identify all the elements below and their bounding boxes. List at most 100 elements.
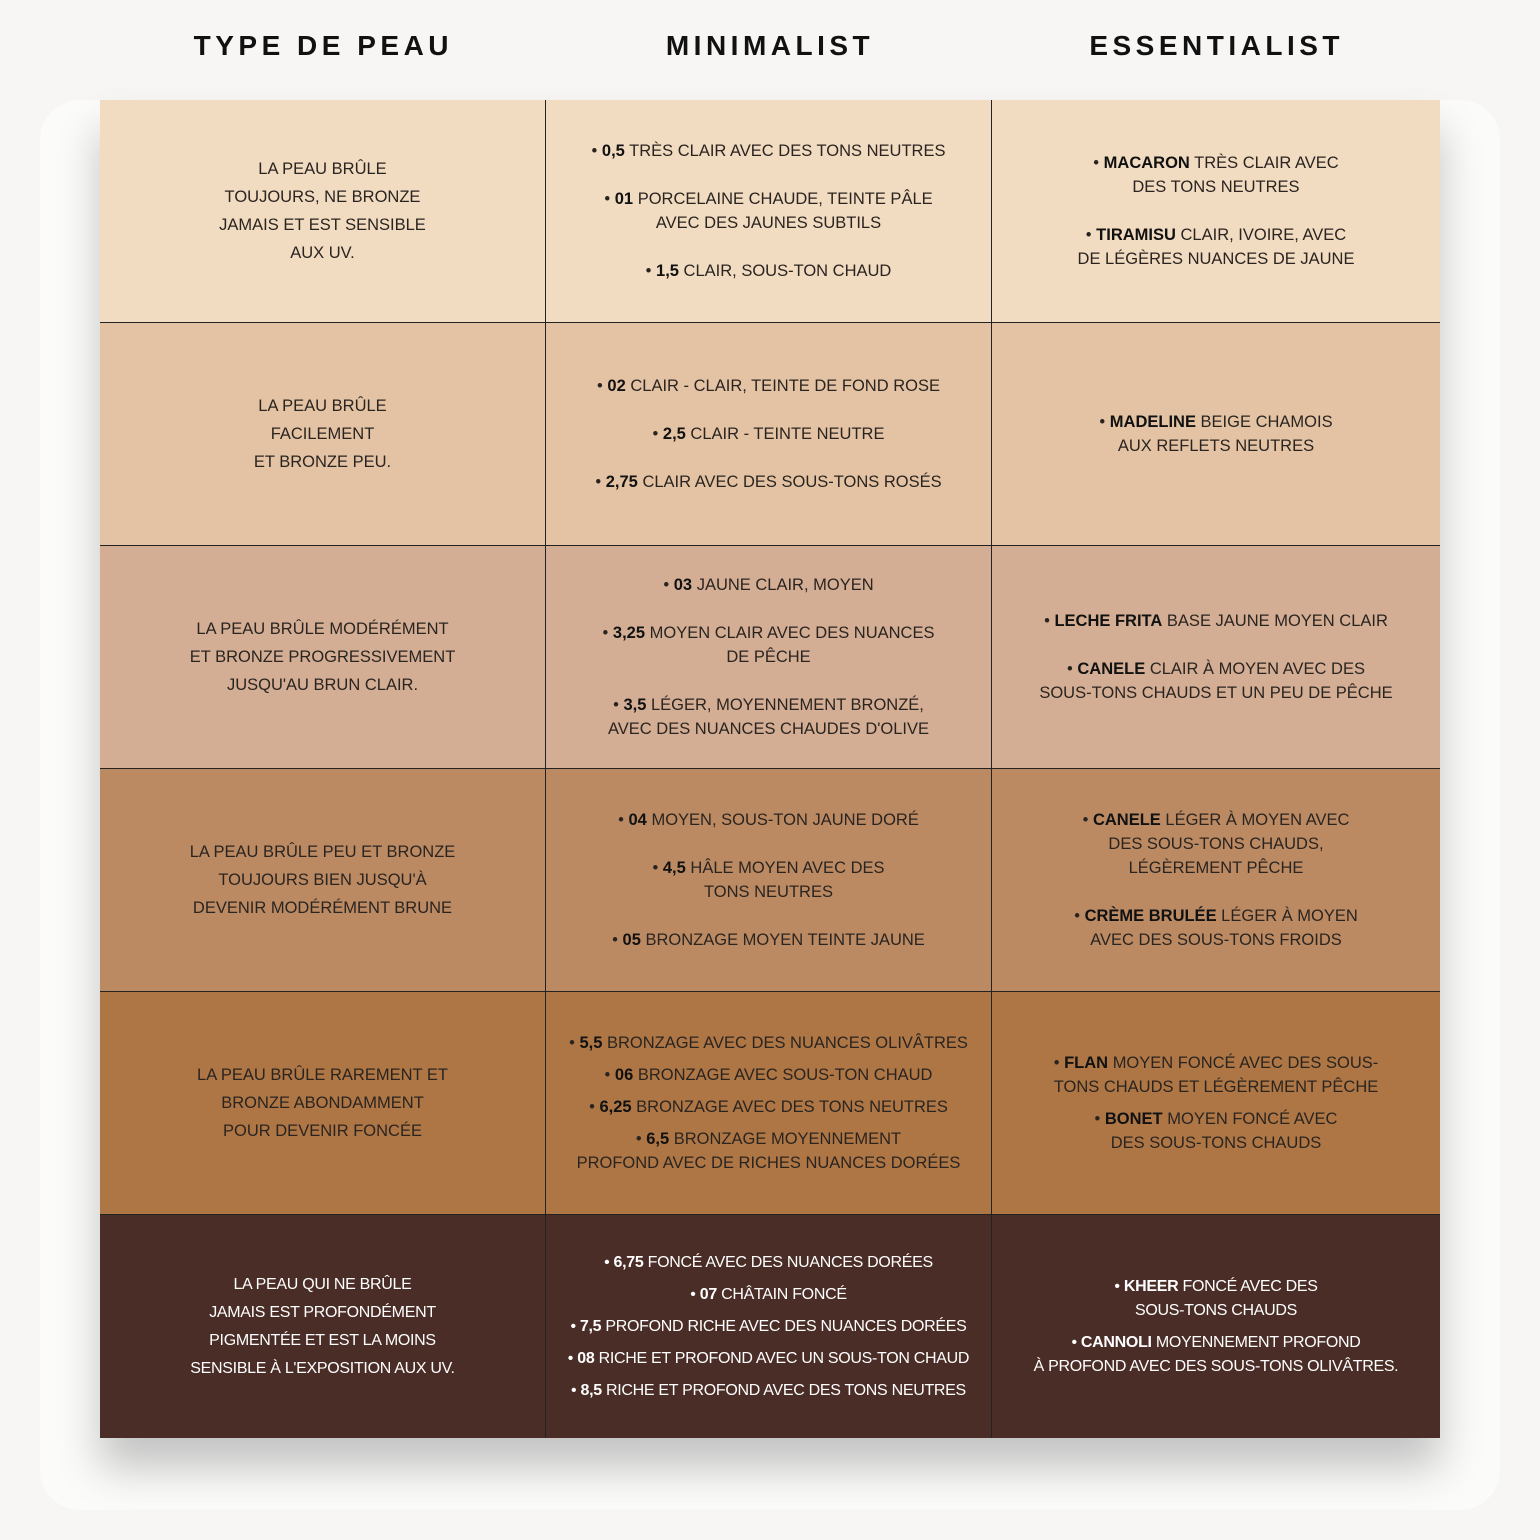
minimalist-shade-item: • 7,5 PROFOND RICHE AVEC DES NUANCES DOR… xyxy=(570,1315,966,1339)
shade-description: BRONZAGE MOYENNEMENT PROFOND AVEC DE RIC… xyxy=(576,1130,961,1172)
bullet: • xyxy=(612,931,623,949)
minimalist-shade-item: • 03 JAUNE CLAIR, MOYEN xyxy=(663,573,873,597)
essentialist-shade-item: • CANELE CLAIR À MOYEN AVEC DES SOUS-TON… xyxy=(1039,657,1392,705)
table-row: LA PEAU BRÛLE PEU ET BRONZE TOUJOURS BIE… xyxy=(100,769,1440,992)
bullet: • xyxy=(595,473,606,491)
minimalist-shade-item: • 1,5 CLAIR, SOUS-TON CHAUD xyxy=(646,259,892,283)
shade-description: CLAIR - TEINTE NEUTRE xyxy=(690,425,885,443)
bullet: • xyxy=(1053,1054,1065,1072)
minimalist-shade-item: • 2,5 CLAIR - TEINTE NEUTRE xyxy=(653,422,885,446)
bullet: • xyxy=(645,262,657,280)
shade-code: FLAN xyxy=(1064,1054,1109,1072)
bullet: • xyxy=(591,142,602,160)
shade-code: 3,25 xyxy=(612,624,646,642)
header-essentialist: ESSENTIALIST xyxy=(1089,30,1345,61)
shade-code: CANNOLI xyxy=(1080,1333,1152,1351)
minimalist-shade-item: • 05 BRONZAGE MOYEN TEINTE JAUNE xyxy=(612,928,925,952)
minimalist-cell: • 5,5 BRONZAGE AVEC DES NUANCES OLIVÂTRE… xyxy=(545,992,992,1214)
bullet: • xyxy=(652,859,663,877)
bullet: • xyxy=(1094,1110,1105,1128)
minimalist-shade-item: • 3,25 MOYEN CLAIR AVEC DES NUANCES DE P… xyxy=(603,621,935,669)
bullet: • xyxy=(618,811,629,829)
shade-code: 01 xyxy=(614,190,634,208)
shade-description: CLAIR À MOYEN AVEC DES SOUS-TONS CHAUDS … xyxy=(1039,660,1393,702)
shade-description: BEIGE CHAMOIS AUX REFLETS NEUTRES xyxy=(1117,413,1333,455)
skin-type-text: LA PEAU BRÛLE MODÉRÉMENT ET BRONZE PROGR… xyxy=(189,620,456,694)
essentialist-shade-item: • FLAN MOYEN FONCÉ AVEC DES SOUS- TONS C… xyxy=(1054,1051,1379,1099)
minimalist-shade-item: • 4,5 HÂLE MOYEN AVEC DES TONS NEUTRES xyxy=(653,856,885,904)
shade-description: FONCÉ AVEC DES SOUS-TONS CHAUDS xyxy=(1134,1277,1318,1319)
shade-code: 4,5 xyxy=(662,859,686,877)
shade-description: MOYEN FONCÉ AVEC DES SOUS- TONS CHAUDS E… xyxy=(1053,1054,1379,1096)
shade-description: LÉGER, MOYENNEMENT BRONZÉ, AVEC DES NUAN… xyxy=(607,696,929,738)
bullet: • xyxy=(690,1285,700,1303)
bullet: • xyxy=(1099,413,1110,431)
table-row: LA PEAU BRÛLE RAREMENT ET BRONZE ABONDAM… xyxy=(100,992,1440,1215)
shade-code: CANELE xyxy=(1077,660,1146,678)
shade-description: FONCÉ AVEC DES NUANCES DORÉES xyxy=(647,1253,934,1271)
minimalist-shade-item: • 08 RICHE ET PROFOND AVEC UN SOUS-TON C… xyxy=(567,1347,970,1371)
essentialist-shade-item: • CRÈME BRULÉE LÉGER À MOYEN AVEC DES SO… xyxy=(1074,904,1358,952)
bullet: • xyxy=(1044,612,1055,630)
minimalist-cell: • 03 JAUNE CLAIR, MOYEN • 3,25 MOYEN CLAI… xyxy=(545,546,992,768)
shade-code: 03 xyxy=(673,576,693,594)
shade-code: 07 xyxy=(699,1285,718,1303)
essentialist-shade-item: • LECHE FRITA BASE JAUNE MOYEN CLAIR xyxy=(1044,609,1388,633)
bullet: • xyxy=(567,1349,578,1367)
shade-code: 7,5 xyxy=(579,1317,602,1335)
minimalist-shade-item: • 5,5 BRONZAGE AVEC DES NUANCES OLIVÂTRE… xyxy=(569,1031,968,1055)
shade-code: CRÈME BRULÉE xyxy=(1084,907,1217,925)
shade-description: LÉGER À MOYEN AVEC DES SOUS-TONS CHAUDS,… xyxy=(1108,811,1350,877)
essentialist-shade-item: • TIRAMISU CLAIR, IVOIRE, AVEC DE LÉGÈRE… xyxy=(1078,223,1355,271)
bullet: • xyxy=(604,1253,614,1271)
shade-description: MOYENNEMENT PROFOND À PROFOND AVEC DES S… xyxy=(1033,1333,1399,1375)
minimalist-shade-item: • 6,25 BRONZAGE AVEC DES TONS NEUTRES xyxy=(589,1095,948,1119)
bullet: • xyxy=(604,190,615,208)
shade-description: BRONZAGE MOYEN TEINTE JAUNE xyxy=(645,931,925,949)
minimalist-shade-item: • 06 BRONZAGE AVEC SOUS-TON CHAUD xyxy=(605,1063,933,1087)
shade-code: 3,5 xyxy=(623,696,647,714)
essentialist-shade-item: • CANELE LÉGER À MOYEN AVEC DES SOUS-TON… xyxy=(1083,808,1350,880)
bullet: • xyxy=(635,1130,647,1148)
skin-type-cell: LA PEAU BRÛLE PEU ET BRONZE TOUJOURS BIE… xyxy=(100,769,545,991)
essentialist-cell: • LECHE FRITA BASE JAUNE MOYEN CLAIR • CA… xyxy=(992,546,1440,768)
shade-description: PORCELAINE CHAUDE, TEINTE PÂLE AVEC DES … xyxy=(637,190,933,232)
minimalist-shade-item: • 6,75 FONCÉ AVEC DES NUANCES DORÉES xyxy=(604,1251,933,1275)
shade-code: 2,75 xyxy=(605,473,638,491)
minimalist-shade-item: • 0,5 TRÈS CLAIR AVEC DES TONS NEUTRES xyxy=(592,139,946,163)
shade-description: CLAIR - CLAIR, TEINTE DE FOND ROSE xyxy=(630,377,940,395)
minimalist-shade-item: • 01 PORCELAINE CHAUDE, TEINTE PÂLE AVEC… xyxy=(604,187,932,235)
bullet: • xyxy=(1082,811,1093,829)
header-minimalist: MINIMALIST xyxy=(665,30,875,61)
bullet: • xyxy=(570,1317,580,1335)
bullet: • xyxy=(571,1381,581,1399)
essentialist-shade-item: • KHEER FONCÉ AVEC DES SOUS-TONS CHAUDS xyxy=(1114,1275,1318,1323)
skin-type-cell: LA PEAU BRÛLE TOUJOURS, NE BRONZE JAMAIS… xyxy=(100,100,545,322)
bullet: • xyxy=(663,576,674,594)
shade-code: 06 xyxy=(614,1066,634,1084)
shade-description: MOYEN CLAIR AVEC DES NUANCES DE PÊCHE xyxy=(649,624,935,666)
bullet: • xyxy=(1067,660,1078,678)
minimalist-shade-item: • 8,5 RICHE ET PROFOND AVEC DES TONS NEU… xyxy=(571,1379,966,1403)
essentialist-shade-item: • BONET MOYEN FONCÉ AVEC DES SOUS-TONS C… xyxy=(1095,1107,1338,1155)
minimalist-cell: • 6,75 FONCÉ AVEC DES NUANCES DORÉES • 07… xyxy=(545,1215,992,1438)
minimalist-shade-item: • 6,5 BRONZAGE MOYENNEMENT PROFOND AVEC … xyxy=(577,1127,961,1175)
shade-table: LA PEAU BRÛLE TOUJOURS, NE BRONZE JAMAIS… xyxy=(100,100,1440,1438)
shade-code: MADELINE xyxy=(1109,413,1196,431)
bullet: • xyxy=(589,1098,600,1116)
shade-description: BRONZAGE AVEC DES TONS NEUTRES xyxy=(636,1098,948,1116)
minimalist-shade-item: • 3,5 LÉGER, MOYENNEMENT BRONZÉ, AVEC DE… xyxy=(608,693,929,741)
column-headers: TYPE DE PEAU MINIMALIST ESSENTIALIST xyxy=(100,30,1440,62)
shade-code: 0,5 xyxy=(601,142,625,160)
shade-code: 6,25 xyxy=(599,1098,632,1116)
table-row: LA PEAU QUI NE BRÛLE JAMAIS EST PROFONDÉ… xyxy=(100,1215,1440,1438)
shade-description: MOYEN, SOUS-TON JAUNE DORÉ xyxy=(651,811,919,829)
shade-code: 04 xyxy=(628,811,647,829)
bullet: • xyxy=(597,377,608,395)
bullet: • xyxy=(1085,226,1097,244)
shade-description: RICHE ET PROFOND AVEC DES TONS NEUTRES xyxy=(606,1381,966,1399)
shade-description: LÉGER À MOYEN AVEC DES SOUS-TONS FROIDS xyxy=(1090,907,1358,949)
skin-type-cell: LA PEAU BRÛLE MODÉRÉMENT ET BRONZE PROGR… xyxy=(100,546,545,768)
shade-code: 1,5 xyxy=(656,262,679,280)
table-row: LA PEAU BRÛLE FACILEMENT ET BRONZE PEU. •… xyxy=(100,323,1440,546)
